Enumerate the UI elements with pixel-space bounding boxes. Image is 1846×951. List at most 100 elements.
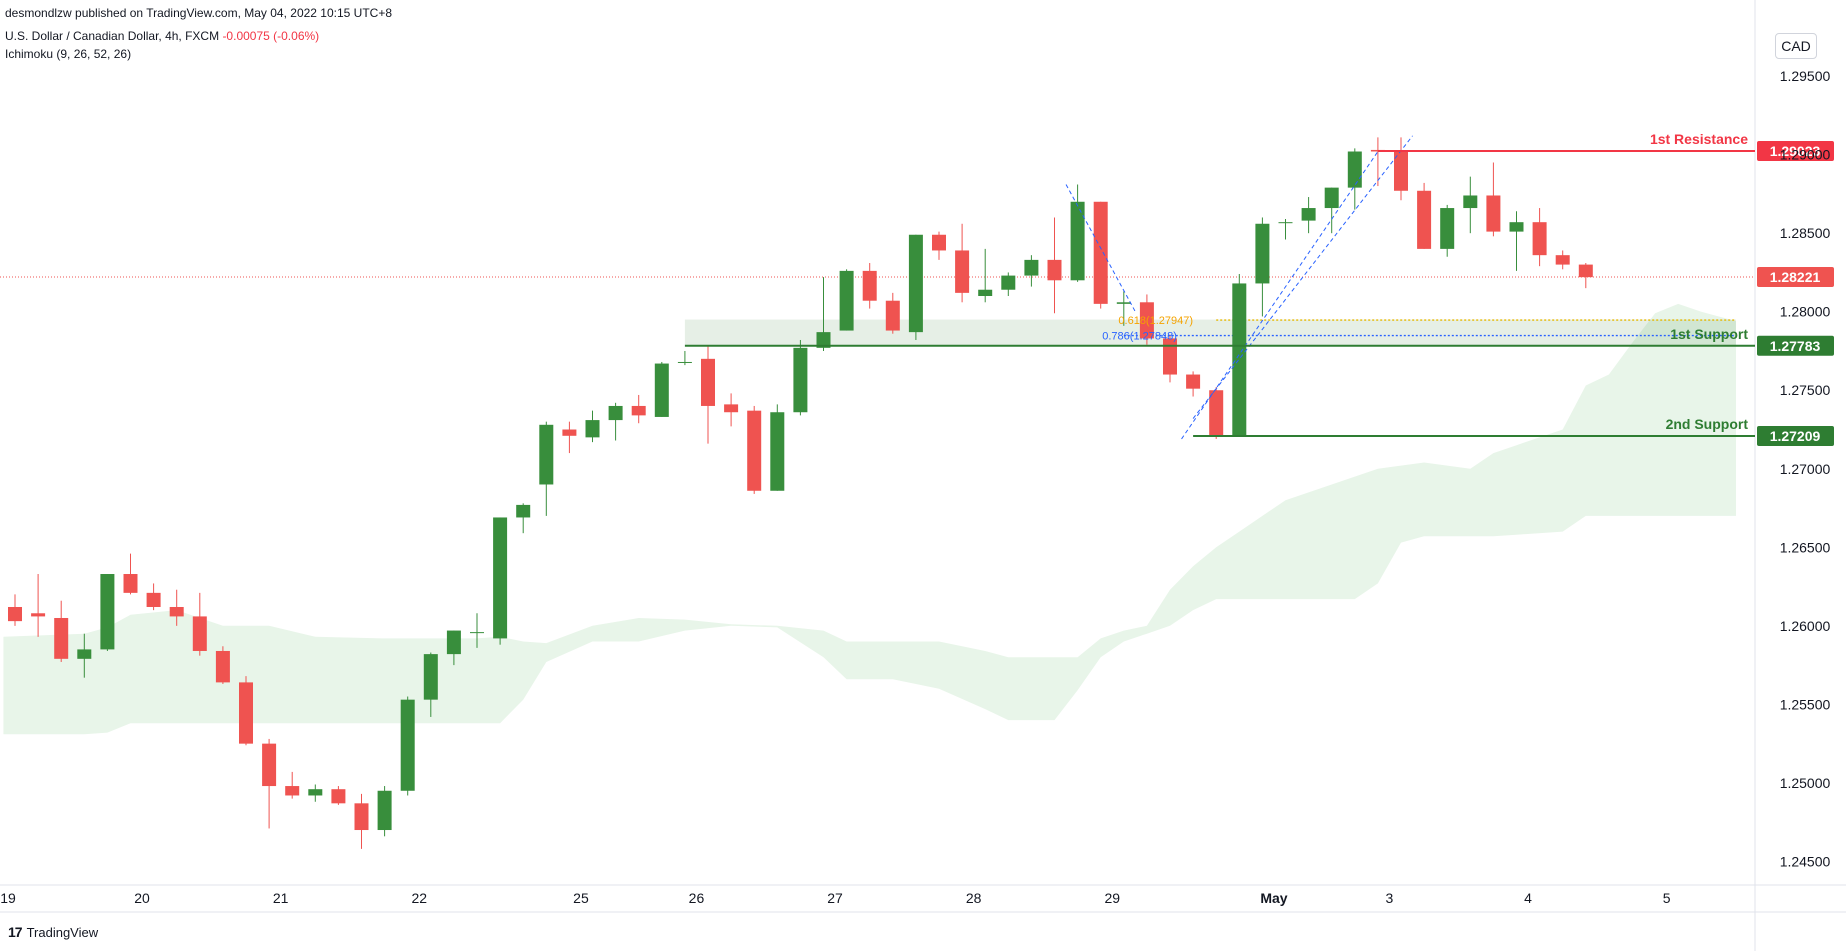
candle — [262, 738, 277, 829]
x-tick-label: 25 — [573, 890, 589, 906]
candle-body — [724, 404, 739, 413]
candle — [1093, 201, 1108, 309]
candle-body — [446, 630, 461, 655]
candle-body — [516, 504, 531, 518]
candle — [1509, 211, 1524, 271]
fib-label-1: 0.618(1.27947) — [1118, 315, 1193, 327]
candle-body — [262, 743, 277, 787]
candle — [239, 676, 253, 746]
y-tick-label: 1.26500 — [1780, 539, 1831, 555]
candle-body — [308, 789, 323, 796]
candle — [1116, 291, 1131, 326]
candle — [1070, 184, 1085, 282]
candle — [1440, 204, 1455, 257]
candle — [1463, 176, 1478, 234]
trend-line-2 — [1192, 135, 1413, 419]
candle-body — [908, 234, 923, 333]
candle-body — [1463, 195, 1478, 209]
candle-body — [1555, 255, 1570, 265]
candle — [677, 350, 692, 366]
tradingview-brand[interactable]: 17 TradingView — [8, 924, 98, 940]
symbol-legend[interactable]: U.S. Dollar / Canadian Dollar, 4h, FXCM … — [5, 29, 319, 43]
candle-body — [8, 606, 22, 622]
candle-body — [169, 606, 184, 617]
candle — [978, 248, 993, 303]
candle — [123, 553, 138, 595]
candle-body — [331, 789, 346, 804]
candle — [1417, 182, 1432, 249]
candle-body — [978, 289, 993, 297]
candle-body — [1001, 275, 1016, 290]
candle-body — [1578, 264, 1593, 278]
candle-body — [677, 361, 692, 363]
candle-body — [1139, 302, 1154, 339]
candle — [770, 404, 785, 491]
candle — [54, 600, 69, 662]
1st-support-price-tag-text: 1.27783 — [1770, 338, 1821, 354]
candle — [169, 589, 184, 626]
candle-body — [1116, 302, 1131, 304]
candle-body — [1163, 338, 1177, 375]
candle — [701, 346, 715, 444]
candle-body — [1347, 151, 1362, 188]
y-tick-label: 1.29000 — [1780, 147, 1831, 163]
1st-support-price-tag — [1757, 335, 1834, 356]
candle — [1139, 294, 1154, 345]
candle — [516, 503, 531, 534]
candle-body — [1301, 208, 1316, 221]
trend-line-1 — [1181, 151, 1379, 440]
2nd-support-price-tag — [1757, 425, 1834, 446]
2nd-support-label: 2nd Support — [1666, 416, 1749, 432]
candle-body — [470, 632, 484, 634]
published-line: desmondlzw published on TradingView.com,… — [5, 6, 393, 20]
candle — [215, 646, 230, 684]
candle — [146, 583, 161, 611]
candle-body — [1209, 390, 1224, 436]
support-zone — [684, 319, 1736, 347]
price-change: -0.00075 (-0.06%) — [222, 29, 320, 43]
candle — [885, 292, 900, 334]
y-tick-label: 1.27000 — [1780, 461, 1831, 477]
candle — [747, 405, 762, 494]
x-tick-label: 4 — [1524, 890, 1532, 906]
currency-button[interactable]: CAD — [1775, 33, 1817, 59]
candle-body — [932, 234, 946, 251]
trend-line-0 — [1065, 184, 1136, 312]
candle-body — [1047, 259, 1062, 281]
candle — [1047, 217, 1062, 314]
y-tick-label: 1.25000 — [1780, 775, 1831, 791]
candle — [562, 421, 577, 454]
candle-body — [1024, 259, 1039, 276]
candle-body — [1417, 190, 1432, 249]
candle-body — [816, 332, 831, 348]
candle — [631, 394, 646, 424]
candle-body — [493, 517, 508, 639]
candle — [400, 696, 415, 796]
candle — [493, 517, 508, 645]
x-tick-label: 19 — [0, 890, 16, 906]
1st-support-label: 1st Support — [1670, 326, 1748, 342]
candle-body — [608, 405, 623, 421]
candle — [100, 574, 115, 651]
symbol-title: U.S. Dollar / Canadian Dollar, 4h, FXCM — [5, 29, 220, 43]
candle-body — [955, 250, 970, 293]
candle — [1324, 187, 1339, 234]
candle — [585, 410, 600, 443]
candle — [955, 223, 970, 303]
indicator-legend[interactable]: Ichimoku (9, 26, 52, 26) — [5, 47, 132, 61]
candles — [8, 137, 1593, 849]
candle-body — [285, 786, 300, 796]
candle — [1555, 250, 1570, 270]
candle-body — [423, 654, 438, 700]
current-price-tag-text: 1.28221 — [1770, 269, 1821, 285]
candle — [1532, 208, 1547, 267]
candle — [1370, 137, 1385, 187]
x-tick-label: May — [1260, 890, 1287, 906]
tradingview-logo-icon: 17 — [8, 924, 23, 940]
x-tick-label: 5 — [1663, 890, 1671, 906]
candle-body — [631, 405, 646, 416]
candle-body — [1278, 222, 1293, 224]
candle-body — [1486, 195, 1501, 232]
x-tick-label: 26 — [689, 890, 705, 906]
